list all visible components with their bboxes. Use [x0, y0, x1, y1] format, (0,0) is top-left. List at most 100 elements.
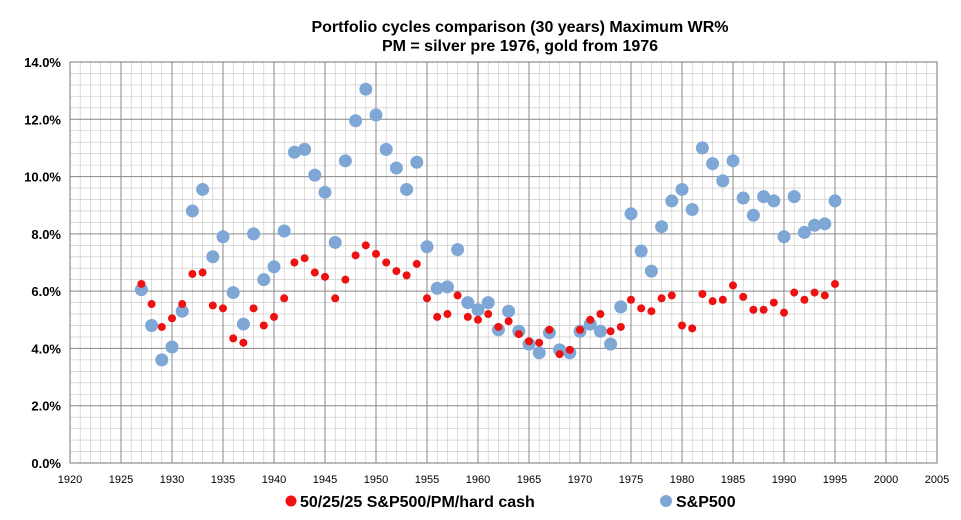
x-tick-label: 1990 — [772, 474, 796, 486]
blue-point — [216, 230, 230, 244]
red-point — [137, 279, 146, 288]
blue-point — [389, 161, 403, 175]
red-point — [259, 321, 268, 330]
red-point — [219, 304, 227, 313]
blue-point — [287, 145, 301, 159]
red-point — [361, 241, 370, 250]
chart-title: Portfolio cycles comparison (30 years) M… — [311, 19, 728, 36]
red-point — [157, 322, 166, 331]
blue-point — [185, 204, 199, 218]
red-point — [820, 291, 829, 300]
red-point — [800, 295, 809, 304]
blue-point — [318, 185, 332, 199]
x-tick-label: 1940 — [262, 474, 286, 486]
x-tick-label: 1930 — [160, 474, 184, 486]
blue-point — [430, 281, 444, 295]
red-point — [759, 305, 768, 314]
red-point — [290, 258, 299, 267]
red-point — [504, 317, 513, 326]
blue-point — [481, 296, 495, 310]
red-point — [208, 301, 217, 310]
red-point — [616, 322, 625, 331]
red-point — [412, 259, 421, 268]
legend-marker-red — [285, 495, 297, 507]
blue-point — [593, 324, 607, 338]
red-point — [688, 324, 697, 333]
red-point — [372, 249, 380, 258]
x-tick-label: 1970 — [568, 474, 592, 486]
blue-point — [410, 155, 424, 169]
blue-point — [369, 108, 383, 122]
red-point — [310, 268, 319, 277]
red-point — [392, 267, 401, 276]
blue-point — [308, 168, 322, 182]
blue-point — [440, 280, 454, 294]
red-point — [790, 288, 799, 297]
x-axis-tick-labels: 1920 1925 1930 1935 1940 1945 1950 1955 1960 1965… — [58, 474, 949, 486]
blue-point — [716, 174, 730, 188]
blue-point — [165, 340, 179, 354]
blue-point — [134, 283, 148, 297]
red-point — [535, 338, 544, 347]
blue-point — [145, 319, 159, 333]
blue-point — [328, 235, 342, 249]
blue-point — [461, 296, 475, 310]
red-point — [423, 294, 431, 303]
red-point — [749, 305, 758, 314]
x-tick-label: 1925 — [109, 474, 133, 486]
blue-point — [277, 224, 291, 238]
blue-point — [634, 244, 648, 258]
y-axis-tick-labels: 0.0% 2.0% 4.0% 6.0% 8.0% 10.0% 12.0% 14.0% — [24, 55, 61, 471]
red-point — [739, 292, 748, 301]
chart-title-group: Portfolio cycles comparison (30 years) M… — [311, 19, 728, 55]
blue-point — [247, 227, 261, 241]
minor-gridlines — [69, 61, 938, 464]
red-point — [229, 334, 238, 343]
red-point — [565, 345, 574, 354]
x-tick-label: 1975 — [619, 474, 643, 486]
red-point — [198, 268, 207, 277]
plot-area-border — [69, 61, 938, 464]
red-point — [606, 327, 615, 336]
blue-point — [502, 304, 516, 318]
red-point — [443, 310, 452, 319]
blue-point — [604, 337, 618, 351]
y-tick-label: 12.0% — [24, 112, 61, 127]
blue-point — [400, 182, 414, 196]
red-point — [586, 315, 595, 324]
x-tick-label: 1980 — [670, 474, 694, 486]
red-point — [147, 300, 156, 309]
blue-point — [226, 286, 240, 300]
red-point — [729, 281, 737, 290]
red-point — [810, 288, 819, 297]
red-point — [678, 321, 686, 330]
y-tick-label: 10.0% — [24, 170, 61, 185]
x-tick-label: 1920 — [58, 474, 82, 486]
chart-subtitle: PM = silver pre 1976, gold from 1976 — [382, 38, 658, 55]
red-point — [463, 312, 472, 321]
major-gridlines — [69, 61, 938, 464]
blue-point — [420, 240, 434, 254]
red-point — [402, 271, 411, 280]
blue-point — [746, 208, 760, 222]
blue-point — [726, 154, 740, 168]
legend-marker-blue — [660, 495, 672, 507]
blue-point — [451, 243, 465, 257]
red-point — [331, 294, 340, 303]
x-tick-label: 1935 — [211, 474, 235, 486]
blue-point — [349, 114, 363, 128]
blue-point — [338, 154, 352, 168]
blue-point — [359, 82, 373, 96]
y-tick-label: 14.0% — [24, 55, 61, 70]
y-tick-label: 8.0% — [31, 227, 61, 242]
legend: 50/25/25 S&P500/PM/hard cash S&P500 — [285, 494, 736, 511]
blue-point — [787, 190, 801, 204]
blue-point — [155, 353, 169, 367]
blue-point — [685, 203, 699, 217]
blue-point — [236, 317, 250, 331]
red-point — [667, 291, 676, 300]
x-tick-label: 1950 — [364, 474, 388, 486]
red-point — [647, 307, 656, 316]
red-point — [249, 304, 258, 313]
red-point — [769, 298, 778, 307]
